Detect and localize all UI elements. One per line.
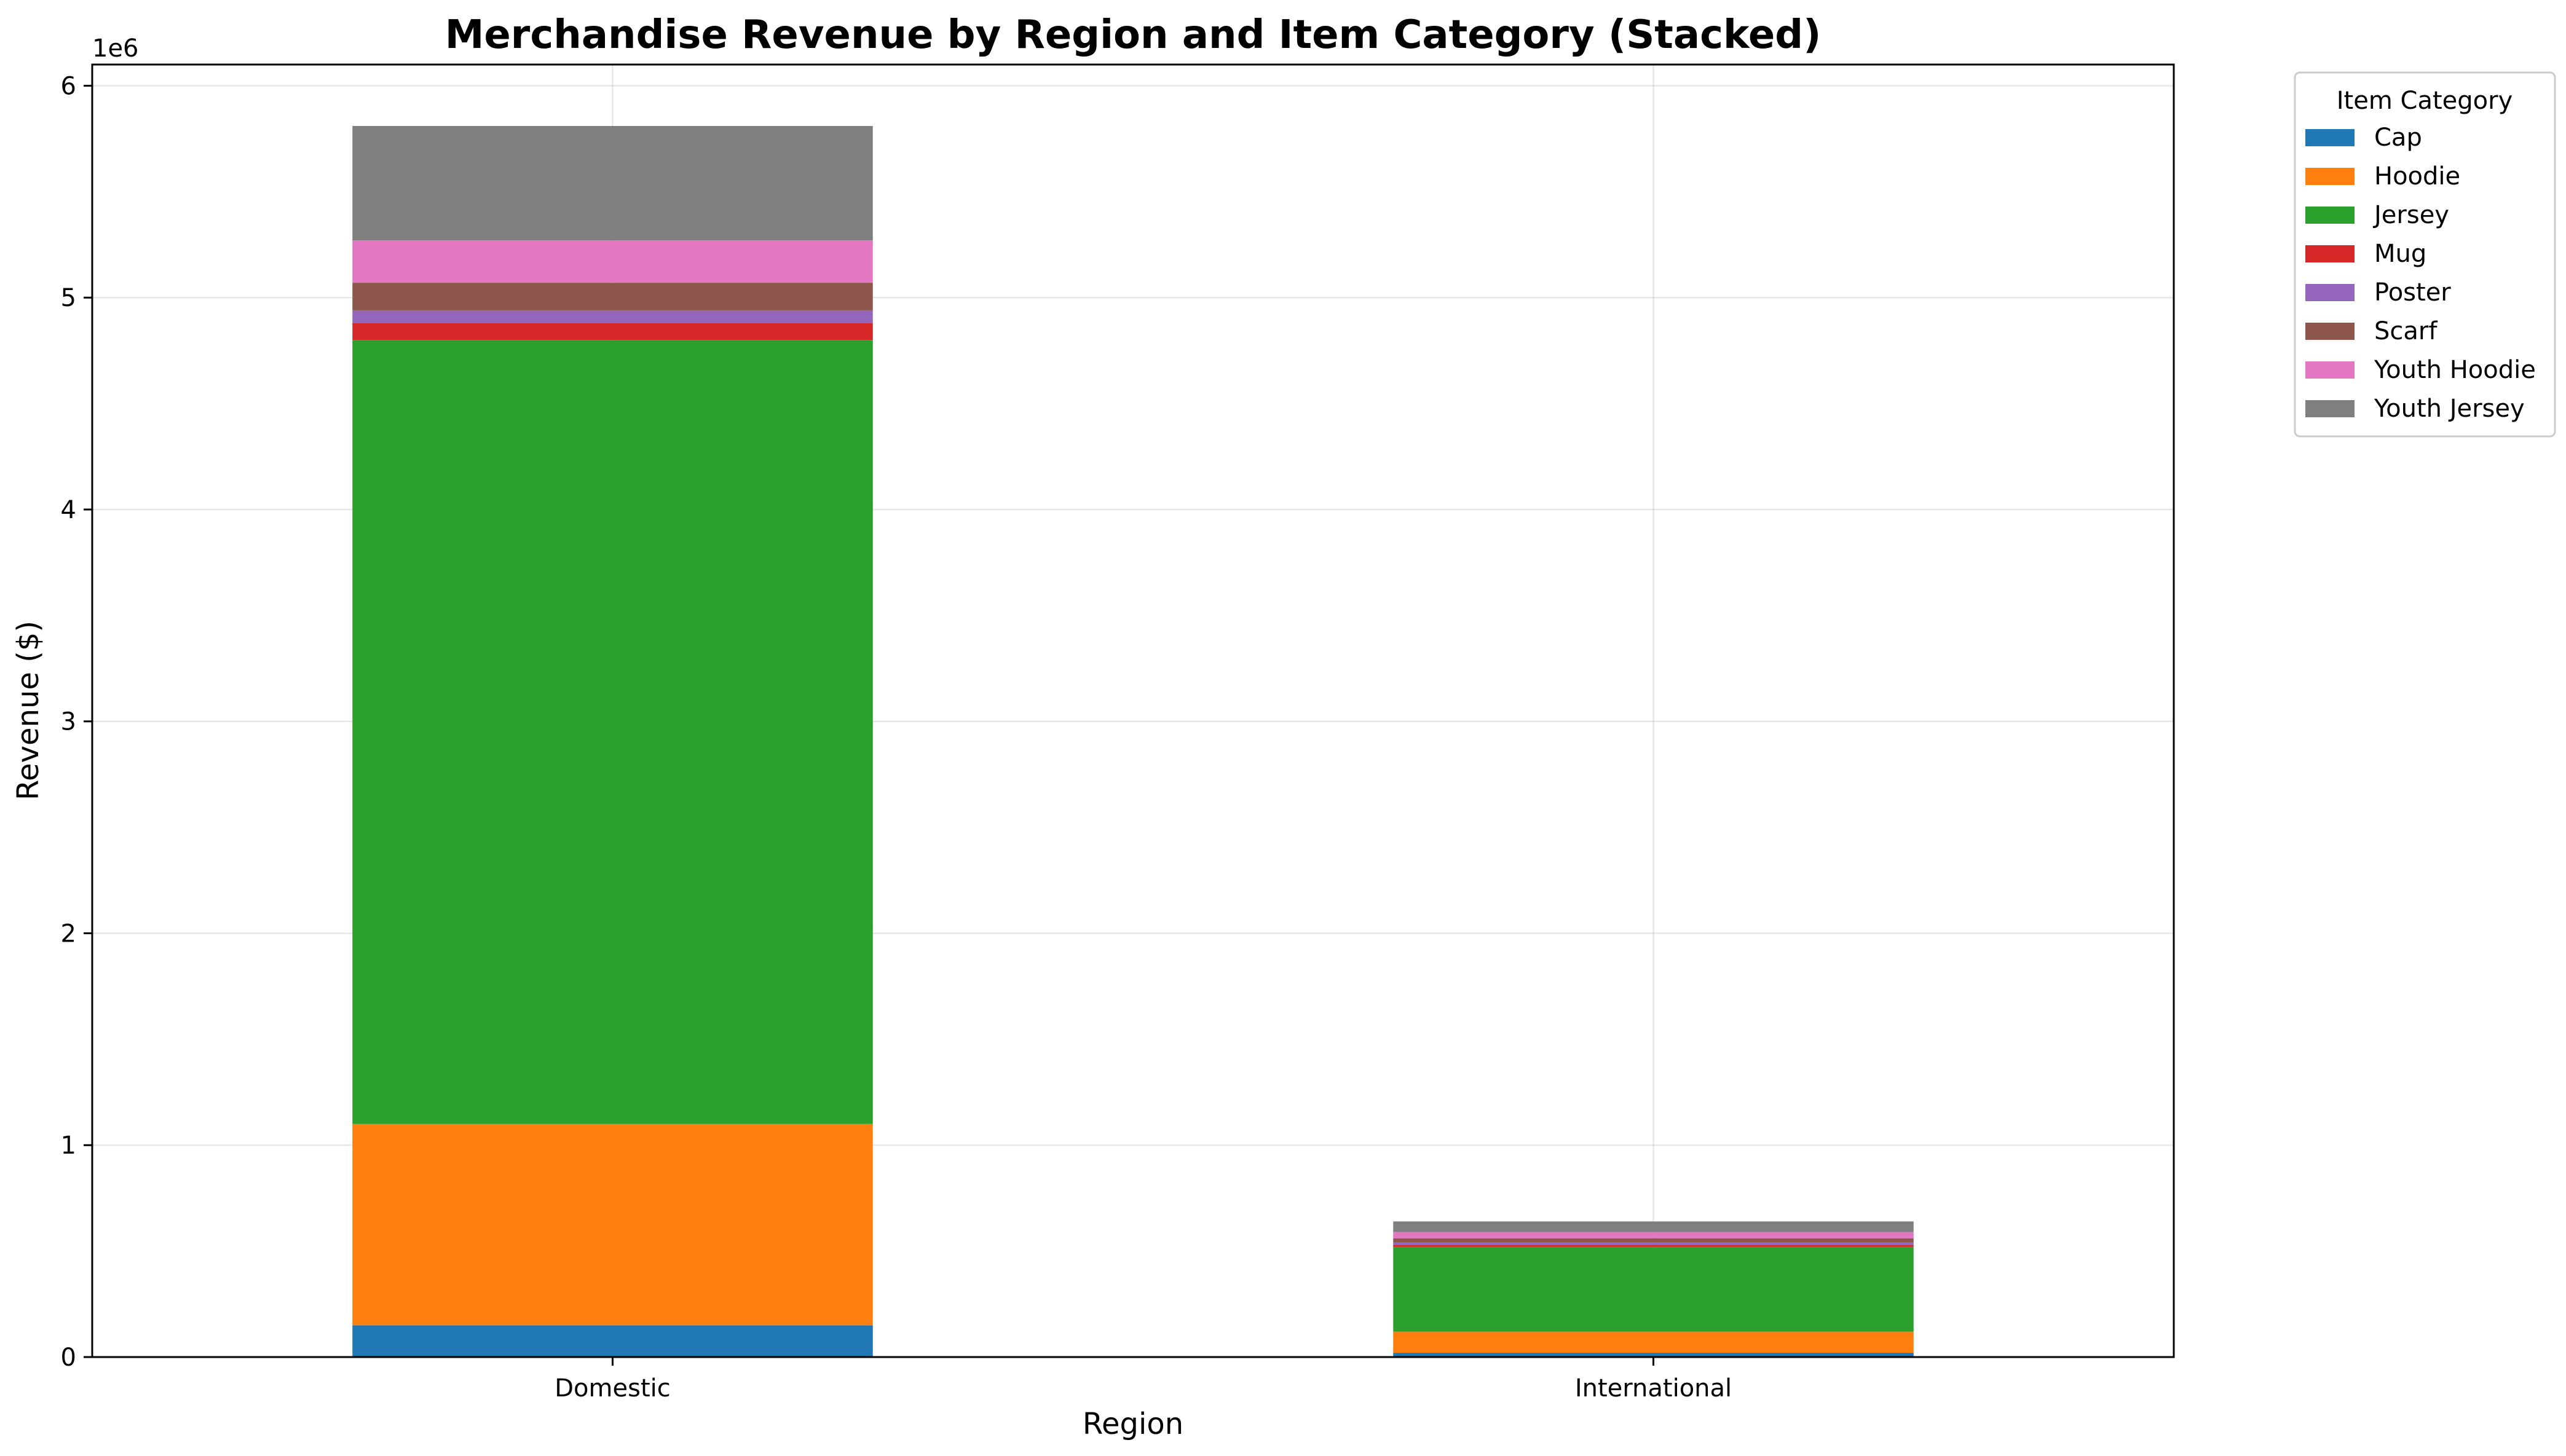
legend-swatch bbox=[2305, 323, 2355, 340]
bar-domestic-hoodie bbox=[352, 1123, 873, 1326]
bar-international-youth-jersey bbox=[1393, 1221, 1914, 1232]
legend-items: Cap Hoodie Jersey Mug Poster Scarf Youth Hoodi… bbox=[2305, 124, 2536, 423]
bar-international-mug bbox=[1393, 1245, 1914, 1247]
legend-label: Poster bbox=[2374, 278, 2451, 307]
y-tick-label: 3 bbox=[61, 708, 76, 736]
plot-frame bbox=[91, 63, 2175, 1358]
bar-domestic-youth-hoodie bbox=[352, 240, 873, 283]
bar-international-jersey bbox=[1393, 1246, 1914, 1332]
y-axis-label: Revenue ($) bbox=[11, 621, 45, 800]
bar-international-youth-hoodie bbox=[1393, 1232, 1914, 1238]
bar-domestic-jersey bbox=[352, 340, 873, 1124]
legend: Item Category Cap Hoodie Jersey Mug Poster Sc… bbox=[2294, 71, 2556, 438]
bar-domestic-cap bbox=[352, 1325, 873, 1357]
bars bbox=[352, 125, 1914, 1357]
y-tick-label: 0 bbox=[61, 1344, 76, 1372]
legend-swatch bbox=[2305, 129, 2355, 146]
legend-label: Youth Hoodie bbox=[2374, 356, 2536, 384]
chart-title: Merchandise Revenue by Region and Item C… bbox=[445, 12, 1822, 58]
y-tick-label: 6 bbox=[61, 72, 76, 100]
legend-label: Mug bbox=[2374, 240, 2426, 268]
legend-swatch bbox=[2305, 284, 2355, 301]
bar-international-poster bbox=[1393, 1242, 1914, 1245]
legend-label: Cap bbox=[2374, 124, 2422, 152]
x-axis-label: Region bbox=[1083, 1407, 1183, 1441]
bar-international-cap bbox=[1393, 1353, 1914, 1357]
legend-frame bbox=[2294, 71, 2556, 438]
legend-title: Item Category bbox=[2337, 87, 2513, 115]
legend-swatch bbox=[2305, 361, 2355, 379]
bar-international-hoodie bbox=[1393, 1331, 1914, 1353]
legend-swatch bbox=[2305, 168, 2355, 185]
bar-domestic-scarf bbox=[352, 283, 873, 310]
bar-domestic-poster bbox=[352, 310, 873, 323]
x-axis-ticks: Domestic International bbox=[555, 1357, 1732, 1403]
legend-swatch bbox=[2305, 207, 2355, 224]
y-axis-offset-text: 1e6 bbox=[92, 34, 139, 63]
x-tick-label: Domestic bbox=[555, 1374, 670, 1403]
x-tick-label: International bbox=[1575, 1374, 1732, 1403]
y-tick-label: 5 bbox=[61, 284, 76, 312]
bar-international-scarf bbox=[1393, 1238, 1914, 1243]
legend-label: Hoodie bbox=[2374, 162, 2460, 191]
legend-swatch bbox=[2305, 400, 2355, 417]
y-tick-label: 4 bbox=[61, 496, 76, 524]
legend-swatch bbox=[2305, 245, 2355, 262]
y-tick-label: 2 bbox=[61, 919, 76, 948]
bar-domestic-youth-jersey bbox=[352, 125, 873, 241]
y-tick-label: 1 bbox=[61, 1131, 76, 1160]
y-axis-ticks: 0 1 2 3 4 5 6 bbox=[61, 72, 92, 1372]
legend-label: Scarf bbox=[2374, 317, 2438, 345]
bar-domestic-mug bbox=[352, 323, 873, 340]
legend-label: Jersey bbox=[2372, 201, 2449, 229]
legend-label: Youth Jersey bbox=[2374, 395, 2525, 423]
